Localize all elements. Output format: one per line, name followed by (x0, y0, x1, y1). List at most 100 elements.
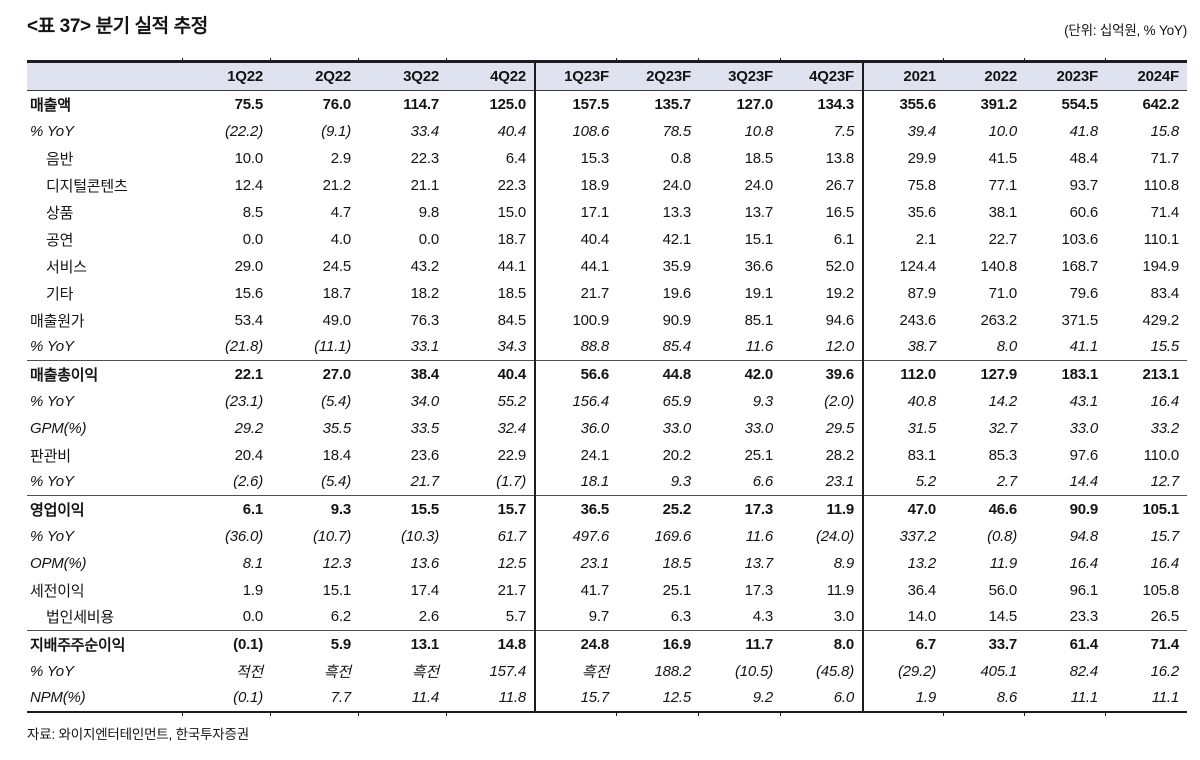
value-cell: 14.8 (447, 630, 536, 658)
value-cell: (23.1) (225, 392, 263, 410)
value-cell: 391.2 (980, 95, 1017, 113)
value-cell: 16.4 (1069, 554, 1099, 572)
row-label: % YoY (30, 392, 74, 410)
column-header: 2022 (944, 60, 1025, 91)
value-cell: 29.9 (907, 149, 937, 167)
column-header: 1Q23F (535, 60, 617, 91)
value-cell: 18.7 (447, 225, 536, 253)
rule-tick (1105, 710, 1106, 716)
value-cell: 140.8 (980, 257, 1017, 275)
value-cell: 16.4 (1150, 554, 1180, 572)
value-cell: 108.6 (572, 122, 609, 140)
value-cell: 24.0 (744, 176, 774, 194)
value-cell: 16.5 (781, 198, 864, 226)
value-cell: 16.2 (1150, 662, 1180, 680)
value-cell: 19.6 (662, 284, 692, 302)
value-cell: 6.4 (447, 144, 536, 172)
value-cell: (11.1) (314, 338, 351, 356)
column-header: 2Q22 (271, 60, 359, 91)
value-cell: (10.5) (735, 662, 773, 680)
rule-tick (943, 710, 944, 716)
value-cell: 43.1 (1069, 392, 1099, 410)
unit-note: (단위: 십억원, % YoY) (1064, 23, 1187, 38)
table-title: <표 37> 분기 실적 추정 (27, 16, 208, 37)
table-row: 세전이익 1.9 15.1 17.4 21.7 41.7 25.1 17.3 11.9 36.4 5… (27, 576, 1187, 604)
rule-tick (358, 710, 359, 716)
value-cell: 35.9 (662, 257, 692, 275)
value-cell: 11.8 (447, 684, 536, 712)
value-cell: 22.1 (183, 360, 271, 388)
value-cell: 497.6 (572, 527, 609, 545)
value-cell: 24.1 (580, 446, 610, 464)
row-label: % YoY (30, 122, 74, 140)
rule-tick (270, 710, 271, 716)
value-cell: 6.0 (781, 684, 864, 712)
value-cell: 12.5 (662, 689, 692, 706)
value-cell: 10.0 (988, 122, 1018, 140)
table-row: OPM(%) 8.1 12.3 13.6 12.5 23.1 18.5 13.7 8.9 13.2… (27, 549, 1187, 577)
value-cell: 21.1 (410, 176, 440, 194)
value-cell: 112.0 (863, 360, 944, 388)
title-bar: <표 37> 분기 실적 추정 (단위: 십억원, % YoY) (27, 14, 1187, 40)
table-row: 음반 10.0 2.9 22.3 6.4 15.3 0.8 18.5 13.8 29.9 41.5 4… (27, 144, 1187, 172)
value-cell: 18.1 (580, 473, 610, 491)
value-cell: 18.4 (322, 446, 352, 464)
value-cell: 14.0 (907, 608, 937, 626)
value-cell: 22.7 (988, 230, 1018, 248)
value-cell: 48.4 (1069, 149, 1099, 167)
value-cell: 26.5 (1150, 608, 1180, 626)
value-cell: 71.7 (1150, 149, 1180, 167)
value-cell: 15.7 (447, 495, 536, 523)
value-cell: 110.1 (1143, 230, 1180, 248)
value-cell: 29.5 (781, 414, 864, 442)
rule-tick (182, 710, 183, 716)
value-cell: 14.4 (1069, 473, 1099, 491)
rule-tick (616, 58, 617, 63)
value-cell: 243.6 (899, 311, 936, 329)
value-cell: (36.0) (225, 527, 263, 545)
value-cell: 36.6 (744, 257, 774, 275)
table-row: % YoY (2.6) (5.4) 21.7 (1.7) 18.1 9.3 6.6 23.1 5.… (27, 468, 1187, 496)
value-cell: 33.7 (944, 630, 1025, 658)
table-row: % YoY (23.1) (5.4) 34.0 55.2 156.4 65.9 9.3 (2.0… (27, 387, 1187, 415)
value-cell: 44.1 (447, 252, 536, 280)
value-cell: 23.6 (410, 446, 440, 464)
value-cell: 17.4 (410, 581, 440, 599)
value-cell: 15.7 (1150, 527, 1180, 545)
value-cell: (5.4) (321, 392, 351, 410)
value-cell: 29.0 (234, 257, 264, 275)
value-cell: 125.0 (447, 90, 536, 118)
value-cell: 32.4 (447, 414, 536, 442)
value-cell: 9.8 (418, 203, 439, 221)
value-cell: 169.6 (654, 527, 691, 545)
value-cell: 15.1 (744, 230, 774, 248)
value-cell: 75.8 (907, 176, 937, 194)
value-cell: (10.3) (401, 527, 439, 545)
value-cell: 13.3 (662, 203, 692, 221)
value-cell: 85.4 (662, 338, 692, 356)
value-cell: (9.1) (321, 122, 351, 140)
value-cell: 17.1 (580, 203, 610, 221)
value-cell: 33.0 (1069, 419, 1099, 437)
table-row: 기타 15.6 18.7 18.2 18.5 21.7 19.6 19.1 19.2 87.9 71… (27, 279, 1187, 307)
value-cell: 8.1 (242, 554, 263, 572)
value-cell: 44.1 (580, 257, 610, 275)
value-cell: 105.8 (1142, 581, 1179, 599)
value-cell: 흑전 (581, 663, 609, 681)
value-cell: 32.7 (988, 419, 1018, 437)
value-cell: 2.6 (418, 608, 439, 626)
value-cell: 114.7 (403, 95, 439, 113)
value-cell: 29.2 (234, 419, 264, 437)
value-cell: 78.5 (662, 122, 692, 140)
value-cell: (2.6) (233, 473, 263, 491)
value-cell: 28.2 (781, 441, 864, 469)
column-header: 3Q23F (699, 60, 781, 91)
value-cell: 9.3 (271, 495, 359, 523)
value-cell: 25.1 (662, 581, 692, 599)
table-row: 영업이익 6.1 9.3 15.5 15.7 36.5 25.2 17.3 11.9 47.0 46… (27, 495, 1187, 523)
row-label: 지배주주순이익 (27, 630, 183, 658)
rule-tick (1105, 58, 1106, 63)
value-cell: 8.6 (996, 689, 1017, 706)
value-cell: 9.7 (588, 608, 609, 626)
value-cell: 8.0 (996, 338, 1017, 356)
